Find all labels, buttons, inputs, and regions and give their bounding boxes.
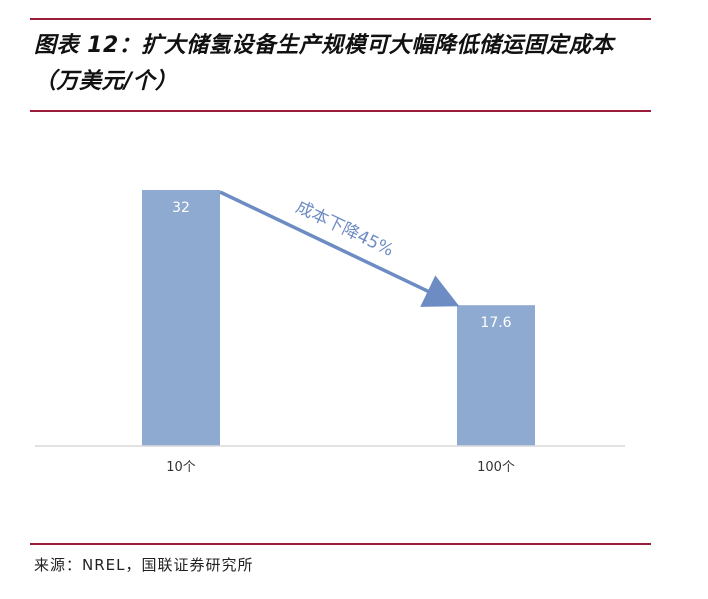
figure-title: 图表 12：扩大储氢设备生产规模可大幅降低储运固定成本（万美元/个） <box>34 33 614 94</box>
bar-1 <box>142 190 220 446</box>
footer-rule <box>30 543 651 545</box>
bar-value-label: 17.6 <box>480 315 511 331</box>
bar-value-label: 32 <box>172 200 190 216</box>
category-label: 100个 <box>477 460 515 475</box>
category-label: 10个 <box>166 460 196 475</box>
decrease-arrow <box>219 190 460 307</box>
bar-2 <box>457 305 535 446</box>
source-note: 来源：NREL，国联证券研究所 <box>34 556 254 574</box>
title-underline <box>30 110 651 112</box>
top-rule <box>30 18 651 20</box>
